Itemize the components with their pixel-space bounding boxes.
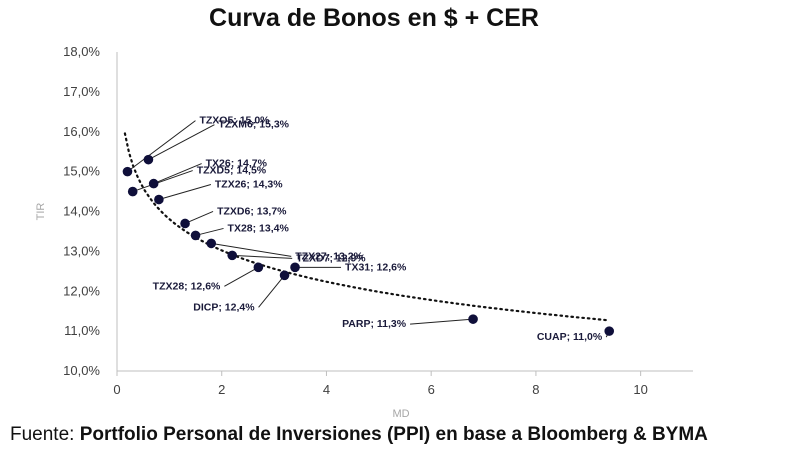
leader-line: [232, 254, 293, 259]
data-point: [253, 262, 264, 273]
data-point: [279, 270, 290, 281]
data-point: [190, 230, 201, 241]
data-point: [290, 262, 300, 273]
x-tick-label: 2: [218, 382, 225, 397]
y-tick-label: 14,0%: [63, 204, 100, 219]
data-label: TZXD6; 13,7%: [217, 205, 287, 217]
y-tick-label: 13,0%: [63, 243, 100, 258]
y-axis-title: TIR: [35, 203, 47, 221]
data-labels: TZXO5; 15,0%TZXM6; 15,3% TZXD5; 14,5%TX26…: [153, 115, 603, 344]
data-points: [122, 154, 615, 336]
leader-line: [148, 124, 215, 161]
data-point: [180, 218, 190, 229]
data-label: TZXD7; 12,9%: [296, 252, 366, 264]
data-label: TZXD5; 14,5%: [197, 165, 267, 177]
data-label: TX31; 12,6%: [345, 261, 407, 273]
x-tick-label: 6: [428, 382, 435, 397]
chart-title: Curva de Bonos en $ + CER: [209, 4, 539, 32]
axes: 10,0% 11,0% 12,0% 13,0% 14,0% 15,0% 16,0% 17,0%…: [35, 44, 693, 420]
leader-line: [158, 184, 212, 201]
y-tick-label: 12,0%: [63, 283, 100, 298]
data-point: [127, 186, 138, 197]
y-tick-label: 17,0%: [63, 84, 100, 99]
data-point: [206, 238, 217, 249]
data-label: PARP; 11,3%: [342, 318, 407, 330]
data-point: [154, 194, 164, 205]
y-tick-label: 15,0%: [63, 164, 100, 179]
y-tick-label: 11,0%: [64, 323, 100, 338]
leader-line: [410, 318, 474, 325]
leader-line: [224, 266, 259, 287]
data-point: [468, 314, 478, 324]
data-label: TX26; 14,7%: [206, 158, 268, 170]
x-axis-title: MD: [392, 408, 409, 420]
data-label: TZX27; 13,2%: [295, 250, 363, 262]
trendline: [123, 132, 611, 322]
leader-line: [184, 211, 214, 224]
y-tick-label: 10,0%: [63, 363, 100, 378]
data-point: [143, 154, 154, 165]
leader-line: [153, 163, 202, 185]
leader-line: [258, 274, 285, 308]
leader-line: [127, 120, 196, 173]
source-note: Fuente: Portfolio Personal de Inversione…: [10, 424, 708, 446]
y-tick-label: 18,0%: [63, 44, 100, 59]
leader-line: [211, 242, 292, 257]
data-label: TZXO5; 15,0%: [199, 115, 270, 127]
data-label: DICP; 12,4%: [193, 301, 255, 313]
leader-line: [132, 170, 193, 193]
data-point: [122, 166, 133, 177]
x-tick-label: 10: [633, 382, 647, 397]
data-label: TZX26; 14,3%: [215, 179, 283, 191]
source-text: Portfolio Personal de Inversiones (PPI) …: [79, 424, 708, 445]
data-label: CUAP; 11,0%: [537, 331, 603, 343]
trendline-path: [123, 132, 611, 322]
x-tick-label: 0: [113, 382, 120, 397]
data-point: [227, 250, 237, 261]
y-tick-label: 16,0%: [63, 124, 100, 139]
x-tick-label: 8: [532, 382, 539, 397]
source-prefix: Fuente:: [10, 424, 80, 445]
leader-lines: [127, 120, 610, 338]
leader-line: [195, 227, 224, 236]
data-label: TZXM6; 15,3%: [218, 119, 289, 131]
data-label: TZX28; 12,6%: [153, 280, 221, 292]
data-label: TX28; 13,4%: [228, 222, 290, 234]
x-tick-label: 4: [323, 382, 330, 397]
data-point: [148, 178, 159, 189]
data-point: [604, 326, 615, 336]
